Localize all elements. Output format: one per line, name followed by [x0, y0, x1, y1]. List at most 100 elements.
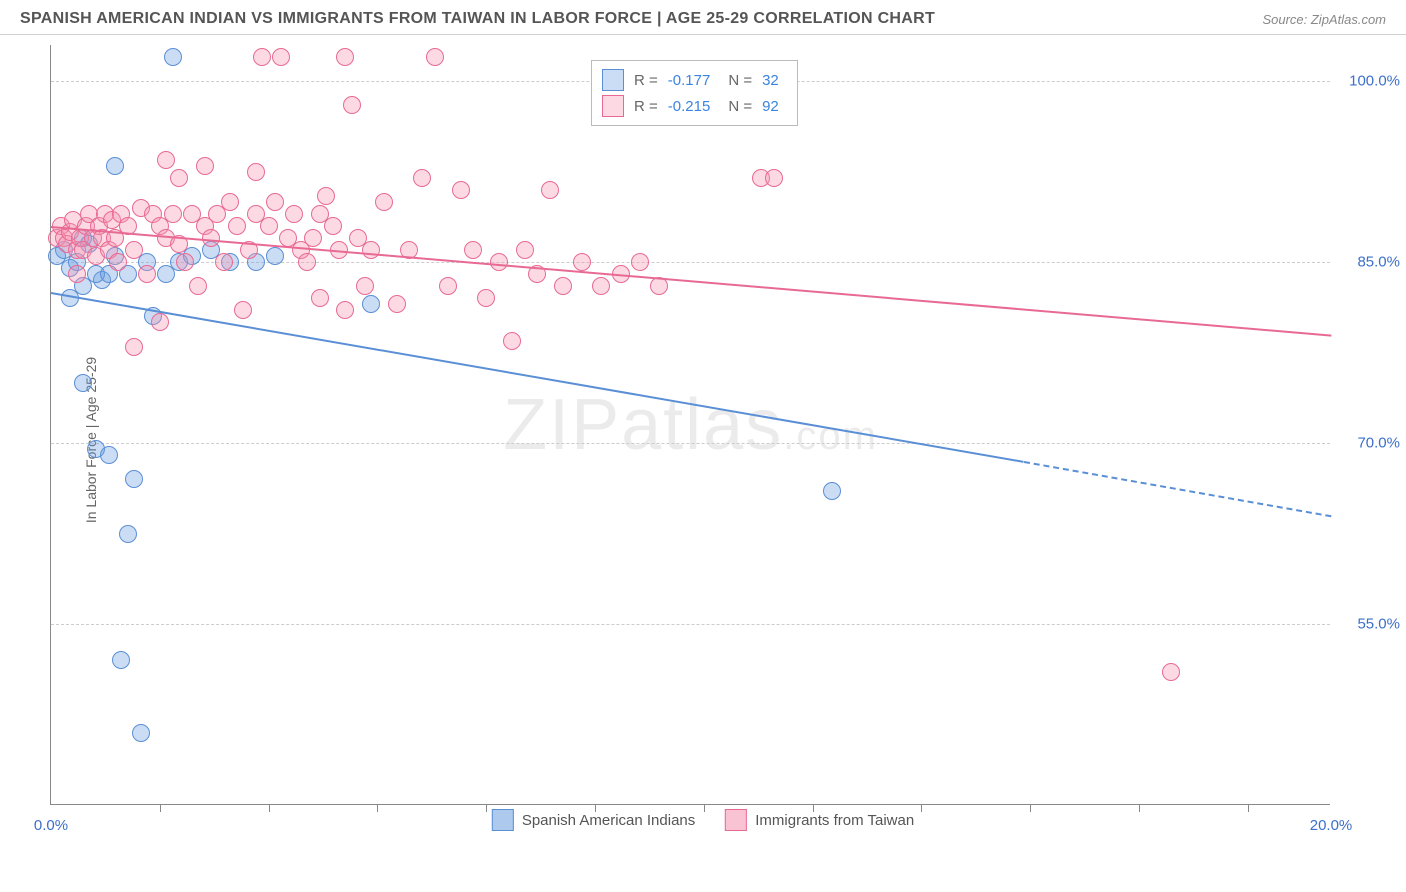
- legend-n-value: 92: [762, 98, 779, 115]
- scatter-point: [234, 301, 252, 319]
- scatter-point: [573, 253, 591, 271]
- xtick: [269, 804, 270, 812]
- legend-label: Immigrants from Taiwan: [755, 812, 914, 829]
- scatter-point: [592, 277, 610, 295]
- gridline: [51, 262, 1330, 263]
- scatter-point: [311, 289, 329, 307]
- scatter-point: [336, 301, 354, 319]
- ytick-label: 100.0%: [1340, 73, 1400, 90]
- scatter-point: [375, 193, 393, 211]
- scatter-point: [260, 217, 278, 235]
- scatter-point: [324, 217, 342, 235]
- scatter-point: [74, 374, 92, 392]
- xtick-label: 0.0%: [34, 817, 68, 834]
- scatter-point: [189, 277, 207, 295]
- legend-stats-row: R = -0.177 N = 32: [602, 67, 787, 93]
- xtick: [1139, 804, 1140, 812]
- xtick: [921, 804, 922, 812]
- ytick-label: 70.0%: [1340, 435, 1400, 452]
- scatter-point: [132, 724, 150, 742]
- scatter-point: [631, 253, 649, 271]
- scatter-point: [125, 470, 143, 488]
- scatter-point: [823, 482, 841, 500]
- scatter-point: [68, 265, 86, 283]
- scatter-point: [164, 48, 182, 66]
- scatter-point: [138, 265, 156, 283]
- xtick: [1030, 804, 1031, 812]
- scatter-point: [516, 241, 534, 259]
- plot-region: ZIPatlas.com 55.0%70.0%85.0%100.0%0.0%20…: [50, 45, 1330, 805]
- legend-n-value: 32: [762, 72, 779, 89]
- scatter-point: [1162, 663, 1180, 681]
- scatter-point: [253, 48, 271, 66]
- scatter-point: [266, 247, 284, 265]
- legend-n-label: N =: [728, 98, 752, 115]
- scatter-point: [109, 253, 127, 271]
- legend-swatch: [725, 809, 747, 831]
- legend-item: Spanish American Indians: [492, 809, 695, 831]
- legend-r-value: -0.215: [668, 98, 711, 115]
- xtick-label: 20.0%: [1310, 817, 1353, 834]
- scatter-point: [106, 157, 124, 175]
- trend-line: [51, 226, 1331, 337]
- scatter-point: [285, 205, 303, 223]
- scatter-point: [304, 229, 322, 247]
- scatter-point: [541, 181, 559, 199]
- ytick-label: 85.0%: [1340, 254, 1400, 271]
- scatter-point: [362, 295, 380, 313]
- scatter-point: [490, 253, 508, 271]
- xtick: [486, 804, 487, 812]
- ytick-label: 55.0%: [1340, 616, 1400, 633]
- scatter-point: [266, 193, 284, 211]
- scatter-point: [170, 169, 188, 187]
- scatter-point: [164, 205, 182, 223]
- scatter-point: [221, 193, 239, 211]
- chart-title: SPANISH AMERICAN INDIAN VS IMMIGRANTS FR…: [20, 10, 935, 28]
- scatter-point: [765, 169, 783, 187]
- scatter-point: [503, 332, 521, 350]
- scatter-point: [112, 651, 130, 669]
- legend-r-label: R =: [634, 72, 658, 89]
- scatter-point: [151, 313, 169, 331]
- legend-r-label: R =: [634, 98, 658, 115]
- scatter-point: [388, 295, 406, 313]
- chart-header: SPANISH AMERICAN INDIAN VS IMMIGRANTS FR…: [0, 0, 1406, 35]
- scatter-point: [125, 241, 143, 259]
- legend-stats-box: R = -0.177 N = 32 R = -0.215 N = 92: [591, 60, 798, 126]
- scatter-point: [356, 277, 374, 295]
- scatter-point: [413, 169, 431, 187]
- scatter-point: [228, 217, 246, 235]
- legend-bottom: Spanish American Indians Immigrants from …: [492, 809, 914, 831]
- scatter-point: [426, 48, 444, 66]
- scatter-point: [247, 163, 265, 181]
- scatter-point: [439, 277, 457, 295]
- legend-r-value: -0.177: [668, 72, 711, 89]
- legend-stats-row: R = -0.215 N = 92: [602, 93, 787, 119]
- xtick: [160, 804, 161, 812]
- scatter-point: [119, 525, 137, 543]
- scatter-point: [202, 229, 220, 247]
- trend-line: [1024, 461, 1332, 517]
- xtick: [1248, 804, 1249, 812]
- xtick: [377, 804, 378, 812]
- legend-swatch: [602, 95, 624, 117]
- scatter-point: [362, 241, 380, 259]
- scatter-point: [272, 48, 290, 66]
- scatter-point: [176, 253, 194, 271]
- legend-swatch: [492, 809, 514, 831]
- legend-item: Immigrants from Taiwan: [725, 809, 914, 831]
- scatter-point: [215, 253, 233, 271]
- scatter-point: [298, 253, 316, 271]
- scatter-point: [196, 157, 214, 175]
- scatter-point: [464, 241, 482, 259]
- chart-area: In Labor Force | Age 25-29 ZIPatlas.com …: [0, 35, 1406, 845]
- legend-label: Spanish American Indians: [522, 812, 695, 829]
- chart-source: Source: ZipAtlas.com: [1262, 12, 1386, 27]
- scatter-point: [343, 96, 361, 114]
- scatter-point: [452, 181, 470, 199]
- scatter-point: [336, 48, 354, 66]
- gridline: [51, 443, 1330, 444]
- watermark: ZIPatlas.com: [503, 384, 878, 466]
- legend-n-label: N =: [728, 72, 752, 89]
- scatter-point: [100, 446, 118, 464]
